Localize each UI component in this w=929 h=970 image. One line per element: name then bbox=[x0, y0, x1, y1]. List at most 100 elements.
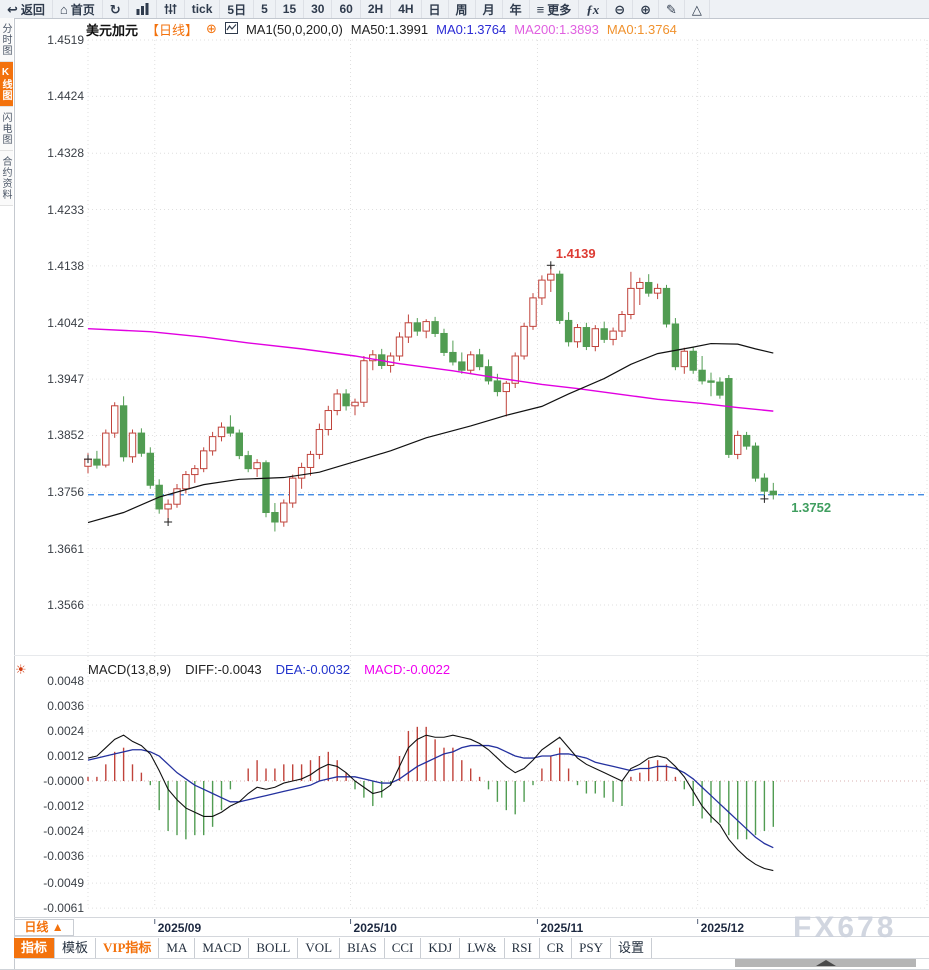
fx-icon: ƒx bbox=[586, 1, 600, 17]
period-15-button-label: 15 bbox=[282, 2, 297, 16]
sidebar-item-合约资料[interactable]: 合约资料 bbox=[0, 151, 13, 206]
period-month-button[interactable]: 月 bbox=[476, 0, 503, 18]
tab-模板[interactable]: 模板 bbox=[55, 938, 97, 958]
macd-diff-value: DIFF:-0.0043 bbox=[185, 661, 262, 677]
tab-LW&[interactable]: LW& bbox=[460, 938, 505, 958]
macd-axis-label: -0.0049 bbox=[43, 876, 84, 891]
sidebar-item-K线图[interactable]: K线图 bbox=[0, 62, 13, 107]
last-price-annotation: 1.3752 bbox=[791, 499, 832, 515]
cross-markers bbox=[84, 261, 769, 526]
xaxis-top-border bbox=[14, 917, 929, 918]
period-week-button[interactable]: 周 bbox=[449, 0, 476, 18]
period-2h-button[interactable]: 2H bbox=[361, 0, 392, 18]
period-60-button[interactable]: 60 bbox=[332, 0, 361, 18]
formula-button[interactable]: ƒx bbox=[579, 0, 608, 18]
refresh-button[interactable]: ↻ bbox=[103, 0, 129, 18]
period-30-button-label: 30 bbox=[311, 2, 325, 16]
tab-RSI[interactable]: RSI bbox=[504, 938, 540, 958]
period-30-button[interactable]: 30 bbox=[304, 0, 333, 18]
tab-MA[interactable]: MA bbox=[159, 938, 196, 958]
back-button[interactable]: ↩ 返回 bbox=[0, 0, 53, 18]
price-axis-label: 1.4233 bbox=[47, 202, 84, 217]
period-day-button[interactable]: 日 bbox=[422, 0, 449, 18]
menu-icon: ≡ bbox=[536, 1, 545, 17]
scrollbar-grip-icon bbox=[815, 960, 836, 966]
price-axis-label: 1.4424 bbox=[47, 89, 84, 104]
macd-axis-label: -0.0036 bbox=[43, 848, 84, 863]
tab-VIP指标[interactable]: VIP指标 bbox=[96, 938, 160, 958]
period-15-button[interactable]: 15 bbox=[276, 0, 305, 18]
price-axis-label: 1.3947 bbox=[47, 372, 84, 387]
add-indicator-icon[interactable]: ⊕ bbox=[206, 21, 217, 36]
zoom-out-button[interactable]: ⊖ bbox=[607, 0, 634, 18]
pane-divider[interactable] bbox=[14, 655, 929, 656]
price-axis-label: 1.4042 bbox=[47, 315, 84, 330]
indicator-settings-sun-icon[interactable]: ☀ bbox=[15, 662, 27, 677]
price-axis-label: 1.3756 bbox=[47, 485, 84, 500]
home-button[interactable]: ⌂ 首页 bbox=[53, 0, 103, 18]
period-5-button-label: 5 bbox=[261, 2, 268, 16]
triangle-icon: △ bbox=[691, 1, 702, 17]
sidebar-item-闪电图[interactable]: 闪电图 bbox=[0, 107, 13, 151]
tab-CR[interactable]: CR bbox=[539, 938, 573, 958]
period-month-button-label: 月 bbox=[482, 2, 495, 17]
home-icon: ⌂ bbox=[59, 1, 68, 17]
zoomout-icon: ⊖ bbox=[614, 1, 626, 17]
draw-button[interactable]: ✎ bbox=[659, 0, 685, 18]
month-label-2025/10: 2025/10 bbox=[353, 921, 397, 935]
period-selector[interactable]: 日线 ▲ bbox=[14, 919, 74, 936]
more-button[interactable]: ≡ 更多 bbox=[530, 0, 580, 18]
pencil-icon: ✎ bbox=[666, 1, 677, 17]
shape-button[interactable]: △ bbox=[685, 0, 710, 18]
price-axis-label: 1.4328 bbox=[47, 146, 84, 161]
period-60-button-label: 60 bbox=[339, 2, 353, 16]
chart-type-icon[interactable] bbox=[224, 21, 238, 37]
refresh-icon: ↻ bbox=[109, 1, 121, 17]
back-button-label: 返回 bbox=[20, 2, 45, 17]
period-4h-button[interactable]: 4H bbox=[391, 0, 422, 18]
chart-style-button[interactable] bbox=[129, 0, 157, 18]
top-toolbar: ↩ 返回 ⌂ 首页 ↻ tick 5日 5 15 30 60 2H 4H 日周月年 ≡ 更多 ƒx ⊖ ⊕ ✎ △ bbox=[0, 0, 929, 19]
tab-PSY[interactable]: PSY bbox=[572, 938, 611, 958]
ma0-blue-value: MA0:1.3764 bbox=[436, 21, 507, 37]
macd-dea-value: DEA:-0.0032 bbox=[275, 661, 351, 677]
ma-line bbox=[87, 328, 774, 412]
period-4h-button-label: 4H bbox=[398, 2, 414, 16]
period-year-button[interactable]: 年 bbox=[503, 0, 530, 18]
period-2h-button-label: 2H bbox=[367, 2, 384, 16]
chart-type-sidebar: 分时图 K线图 闪电图 合约资料 bbox=[0, 18, 15, 969]
bars-icon bbox=[136, 3, 149, 15]
macd-axis-label: -0.0061 bbox=[43, 901, 84, 916]
macd-title: MACD(13,8,9) bbox=[88, 661, 172, 677]
tab-BIAS[interactable]: BIAS bbox=[340, 938, 385, 958]
ma-settings-label: MA1(50,0,200,0) bbox=[245, 21, 343, 37]
period-5d-button[interactable]: 5日 bbox=[220, 0, 255, 18]
macd-bar-value: MACD:-0.0022 bbox=[364, 661, 451, 677]
horizontal-scrollbar-handle[interactable] bbox=[735, 959, 916, 967]
tab-BOLL[interactable]: BOLL bbox=[249, 938, 299, 958]
tab-MACD[interactable]: MACD bbox=[195, 938, 250, 958]
tab-CCI[interactable]: CCI bbox=[384, 938, 422, 958]
tab-指标[interactable]: 指标 bbox=[14, 938, 56, 958]
high-price-annotation: 1.4139 bbox=[555, 246, 596, 262]
macd-layer[interactable] bbox=[87, 726, 774, 872]
period-5-button[interactable]: 5 bbox=[254, 0, 276, 18]
zoom-in-button[interactable]: ⊕ bbox=[633, 0, 660, 18]
tab-KDJ[interactable]: KDJ bbox=[421, 938, 461, 958]
ma50-value: MA50:1.3991 bbox=[350, 21, 429, 37]
symbol-name: 美元加元 bbox=[86, 22, 139, 38]
period-tag: 【日线】 bbox=[146, 22, 199, 38]
watermark-logo: FX678 bbox=[793, 911, 897, 944]
tab-VOL[interactable]: VOL bbox=[298, 938, 341, 958]
macd-axis-label: 0.0048 bbox=[47, 674, 84, 688]
price-chart-header: 美元加元 【日线】 ⊕ MA1(50,0,200,0) MA50:1.3991 … bbox=[86, 21, 677, 38]
sidebar-item-分时图[interactable]: 分时图 bbox=[0, 18, 13, 62]
candles-layer[interactable] bbox=[84, 265, 777, 532]
price-axis-label: 1.4519 bbox=[47, 33, 84, 47]
indicator-style-button[interactable] bbox=[157, 0, 185, 18]
home-button-label: 首页 bbox=[70, 2, 95, 17]
period-tick-button[interactable]: tick bbox=[185, 0, 221, 18]
tab-设置[interactable]: 设置 bbox=[611, 938, 653, 958]
gridlines bbox=[87, 39, 928, 924]
